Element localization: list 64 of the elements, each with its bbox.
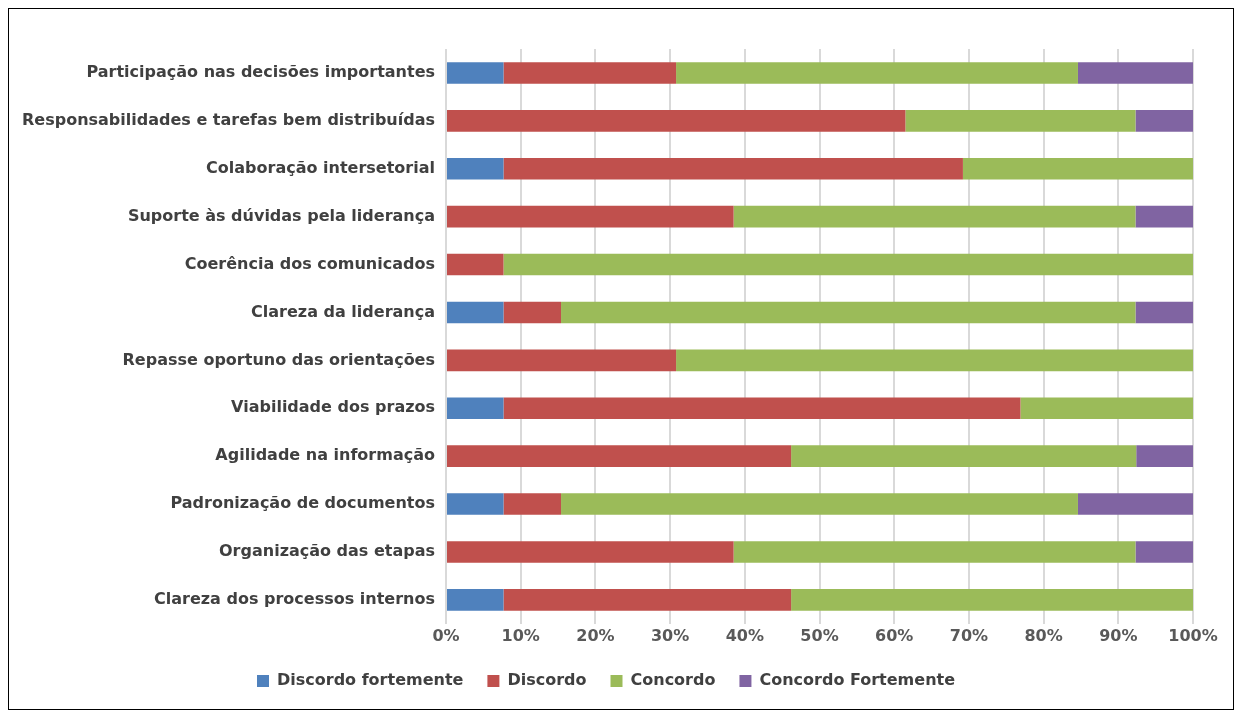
- bar: [503, 493, 562, 515]
- bar: [1077, 62, 1193, 84]
- bar: [447, 541, 734, 563]
- x-tick-label: 20%: [576, 625, 615, 645]
- bar: [447, 397, 504, 420]
- bar: [962, 157, 1193, 180]
- bar: [1135, 205, 1193, 228]
- y-tick-label: Colaboração intersetorial: [206, 157, 435, 177]
- bar: [503, 301, 562, 324]
- bar: [503, 589, 792, 611]
- legend-label: Discordo: [507, 670, 587, 690]
- bar: [503, 157, 963, 180]
- y-tick-label: Suporte às dúvidas pela liderança: [127, 205, 435, 225]
- x-tick-label: 90%: [1099, 625, 1138, 645]
- bar: [503, 253, 1193, 276]
- x-tick-label: 40%: [725, 625, 764, 645]
- y-tick-label: Viabilidade dos prazos: [231, 397, 435, 417]
- bar: [447, 62, 504, 84]
- bar: [676, 62, 1078, 84]
- x-tick-label: 100%: [1168, 625, 1218, 645]
- bar: [733, 541, 1136, 563]
- bar: [1135, 301, 1193, 324]
- y-tick-label: Padronização de documentos: [170, 493, 435, 513]
- bar: [447, 349, 677, 372]
- bar: [447, 253, 504, 276]
- bar: [905, 110, 1136, 132]
- x-tick-label: 10%: [501, 625, 540, 645]
- bar: [1020, 397, 1193, 420]
- x-tick-label: 70%: [949, 625, 989, 645]
- bar: [447, 301, 504, 324]
- y-tick-label: Clareza dos processos internos: [154, 589, 435, 609]
- bar: [1135, 541, 1193, 563]
- bar: [1135, 110, 1193, 132]
- bar: [561, 493, 1078, 515]
- x-tick-label: 50%: [800, 625, 839, 645]
- y-tick-label: Repasse oportuno das orientações: [122, 349, 435, 369]
- x-tick-label: 30%: [650, 625, 690, 645]
- bar: [733, 205, 1136, 228]
- bar: [503, 62, 677, 84]
- bar: [791, 445, 1137, 467]
- bar: [1136, 445, 1193, 467]
- bar: [447, 205, 734, 228]
- x-tick-label: 60%: [875, 625, 914, 645]
- bar: [447, 445, 792, 467]
- bar: [791, 589, 1193, 611]
- legend-label: Concordo Fortemente: [759, 670, 956, 690]
- y-tick-label: Agilidade na informação: [215, 445, 435, 465]
- x-tick-label: 80%: [1024, 625, 1063, 645]
- bar: [447, 493, 504, 515]
- y-tick-label: Clareza da liderança: [251, 301, 435, 321]
- y-tick-label: Organização das etapas: [219, 541, 435, 561]
- bar: [447, 157, 504, 180]
- bar: [447, 110, 906, 132]
- bar: [503, 397, 1021, 420]
- y-tick-label: Participação nas decisões importantes: [86, 62, 435, 82]
- bar: [447, 589, 504, 611]
- y-tick-label: Responsabilidades e tarefas bem distribuídas: [22, 110, 435, 130]
- bar: [676, 349, 1193, 372]
- bar: [1077, 493, 1193, 515]
- y-tick-label: Coerência dos comunicados: [184, 253, 435, 273]
- legend-label: Concordo: [630, 670, 716, 690]
- x-tick-label: 0%: [432, 625, 460, 645]
- legend-label: Discordo fortemente: [276, 670, 464, 690]
- bar: [561, 301, 1136, 324]
